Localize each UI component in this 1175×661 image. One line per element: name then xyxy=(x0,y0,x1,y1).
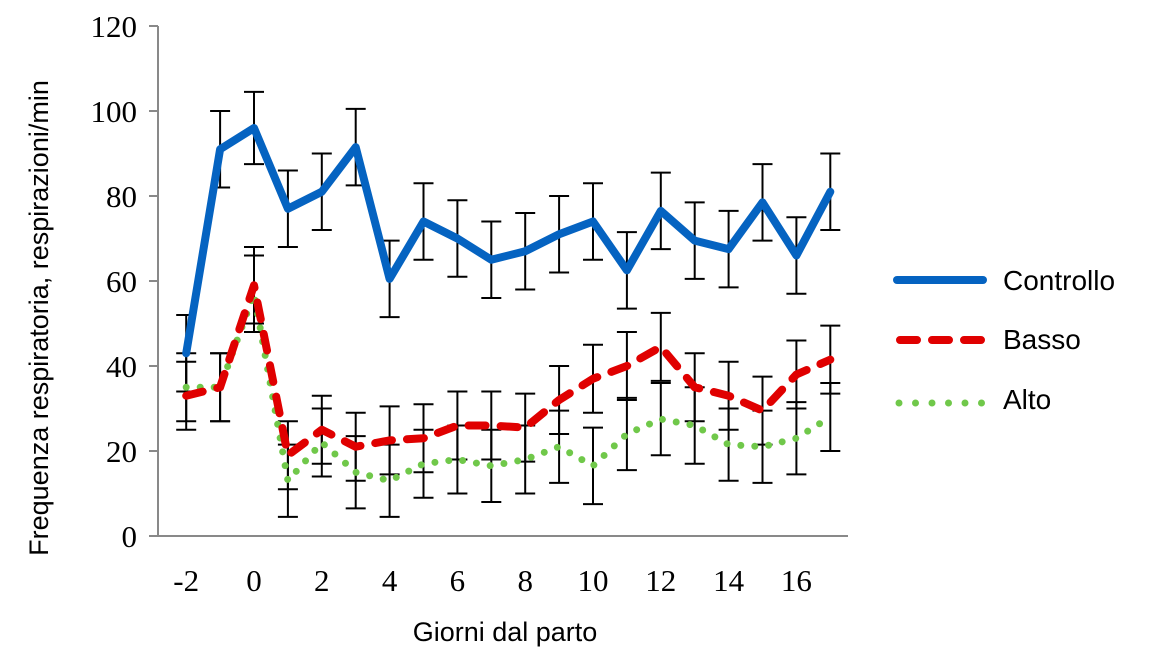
legend-item-alto[interactable]: Alto xyxy=(895,384,1051,415)
series-line-controllo xyxy=(182,124,835,358)
y-axis-title: Frequenza respiratoria, respirazioni/min xyxy=(24,80,54,556)
x-tick-label: 10 xyxy=(578,563,609,598)
y-tick-label: 120 xyxy=(91,9,138,44)
y-tick-label: 40 xyxy=(106,349,137,384)
series-line-basso xyxy=(182,281,835,460)
y-tick-label: 0 xyxy=(122,519,138,554)
y-axis: 0 20 40 60 80 100 120 xyxy=(91,9,159,554)
x-tick-label: 16 xyxy=(781,563,812,598)
y-tick-label: 100 xyxy=(91,94,138,129)
y-tick-label: 20 xyxy=(106,434,137,469)
series-line-alto xyxy=(182,290,834,485)
plot-area: 0 20 40 60 80 100 120 -2 0 2 4 6 8 10 12 14 16 xyxy=(91,9,848,598)
x-tick-label: 4 xyxy=(382,563,398,598)
x-tick-label: -2 xyxy=(173,563,199,598)
x-tick-label: 6 xyxy=(450,563,466,598)
x-tick-label: 0 xyxy=(246,563,262,598)
legend-item-basso[interactable]: Basso xyxy=(896,324,1081,355)
x-tick-label: 12 xyxy=(645,563,676,598)
y-tick-label: 60 xyxy=(106,264,137,299)
legend: Controllo Basso Alto xyxy=(893,265,1115,415)
x-axis-title: Giorni dal parto xyxy=(413,617,598,647)
x-tick-label: 14 xyxy=(713,563,745,598)
x-tick-label: 2 xyxy=(314,563,330,598)
series-lines xyxy=(182,124,835,485)
legend-label: Controllo xyxy=(1003,265,1115,296)
legend-label: Basso xyxy=(1003,324,1081,355)
x-axis: -2 0 2 4 6 8 10 12 14 16 xyxy=(158,535,848,598)
legend-item-controllo[interactable]: Controllo xyxy=(893,265,1115,296)
y-tick-label: 80 xyxy=(106,179,137,214)
legend-label: Alto xyxy=(1003,384,1051,415)
x-tick-label: 8 xyxy=(517,563,533,598)
error-bars xyxy=(176,90,841,518)
